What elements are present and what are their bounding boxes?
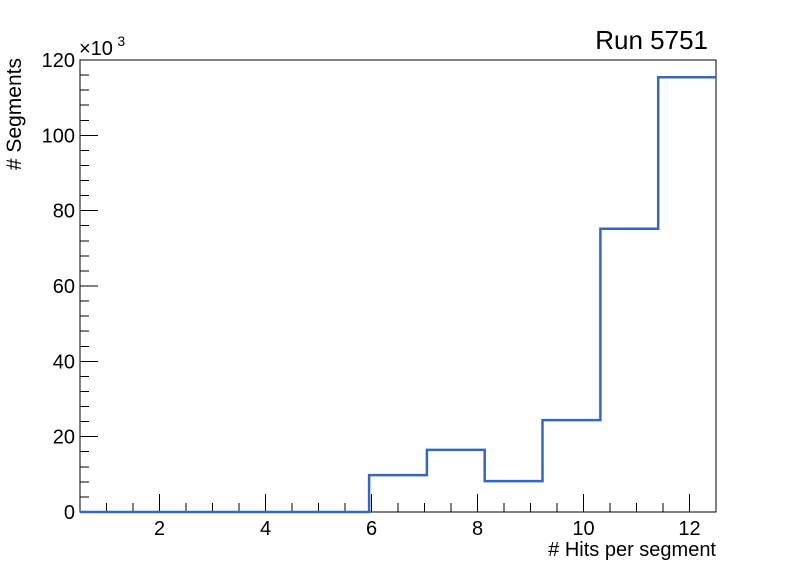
x-axis-minor-ticks: [106, 503, 664, 512]
y-axis-major-ticks: [80, 59, 98, 513]
x-tick-label: 10: [572, 518, 594, 540]
y-tick-label: 40: [53, 351, 75, 373]
y-axis-tick-labels: 0 20 40 60 80 100 120: [42, 50, 75, 524]
chart-title: Run 5751: [595, 25, 708, 55]
x-tick-label: 8: [472, 518, 483, 540]
y-axis-title: # Segments: [3, 58, 26, 170]
y-axis-minor-ticks: [80, 74, 89, 498]
histogram-step-line: [80, 76, 716, 514]
x-tick-label: 12: [678, 518, 700, 540]
plot-frame: [79, 59, 717, 513]
x-axis-major-ticks: [159, 494, 690, 512]
y-tick-label: 60: [53, 276, 75, 298]
y-axis-exponent-sup: 3: [117, 33, 125, 49]
y-tick-label: 20: [53, 427, 75, 449]
y-tick-label: 100: [42, 125, 75, 147]
x-axis-tick-labels: 2 4 6 8 10 12: [154, 518, 701, 540]
x-axis-title: # Hits per segment: [548, 539, 716, 561]
x-tick-label: 2: [154, 518, 165, 540]
x-tick-label: 4: [260, 518, 271, 540]
y-tick-label: 0: [64, 502, 75, 524]
y-tick-label: 120: [42, 50, 75, 72]
y-tick-label: 80: [53, 201, 75, 223]
y-axis-exponent-label: ×10 3: [79, 33, 125, 60]
x-tick-label: 6: [366, 518, 377, 540]
y-axis-exponent-base: ×10: [79, 38, 113, 60]
